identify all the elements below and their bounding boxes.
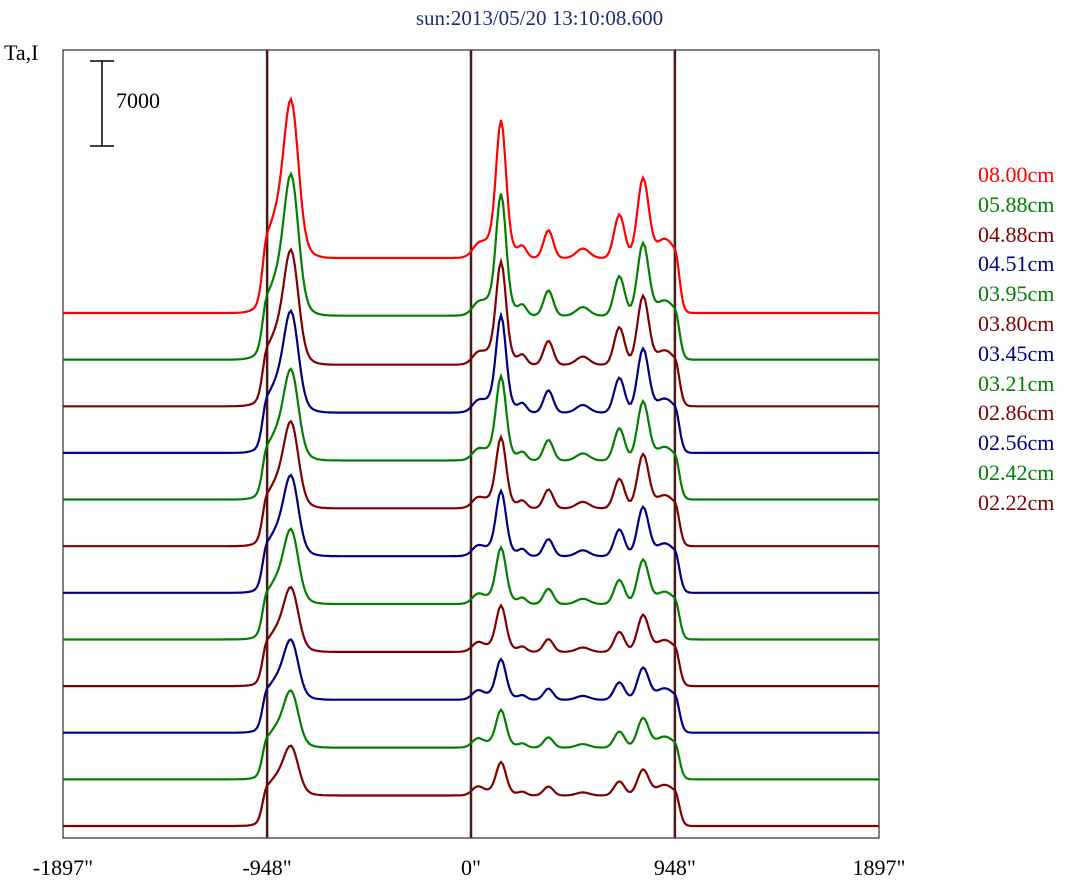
- series-line-03.45cm: [63, 473, 879, 594]
- legend-entry: 03.95cm: [978, 281, 1055, 307]
- series-line-03.80cm: [63, 419, 879, 548]
- x-tick-label: 0": [461, 855, 481, 880]
- series-line-02.22cm: [63, 744, 879, 828]
- legend-entry: 02.86cm: [978, 400, 1055, 426]
- series-line-03.95cm: [63, 367, 879, 501]
- series-line-03.21cm: [63, 527, 879, 641]
- series-line-05.88cm: [63, 171, 879, 361]
- series-line-04.88cm: [63, 247, 879, 408]
- series-line-02.56cm: [63, 638, 879, 734]
- legend-entry: 03.80cm: [978, 310, 1055, 336]
- legend-entry: 08.00cm: [978, 162, 1055, 187]
- legend-entry: 03.45cm: [978, 340, 1055, 366]
- legend-entry: 04.51cm: [978, 251, 1055, 277]
- series-line-04.51cm: [63, 308, 879, 454]
- legend: 08.00cm 05.88cm 04.88cm 04.51cm 03.95cm 03.80…: [978, 160, 1054, 518]
- legend-entry: 02.22cm: [978, 489, 1055, 515]
- legend-entry: 02.56cm: [978, 430, 1055, 456]
- legend-entry: 05.88cm: [978, 191, 1055, 217]
- x-tick-label: -948": [242, 855, 292, 880]
- chart-title: sun:2013/05/20 13:10:08.600: [415, 6, 664, 30]
- y-axis-label: Ta,I: [4, 40, 39, 65]
- series-line-02.42cm: [63, 689, 879, 781]
- legend-entry: 04.88cm: [978, 221, 1055, 247]
- x-tick-label: 948": [653, 855, 696, 880]
- x-tick-label: -1897": [32, 855, 94, 880]
- series-line-02.86cm: [63, 585, 879, 688]
- scale-bar-label: 7000: [116, 88, 160, 113]
- series-line-08.00cm: [63, 96, 879, 315]
- legend-entry: 03.21cm: [978, 370, 1055, 396]
- legend-entry: 02.42cm: [978, 459, 1055, 485]
- x-tick-label: 1897": [852, 855, 906, 880]
